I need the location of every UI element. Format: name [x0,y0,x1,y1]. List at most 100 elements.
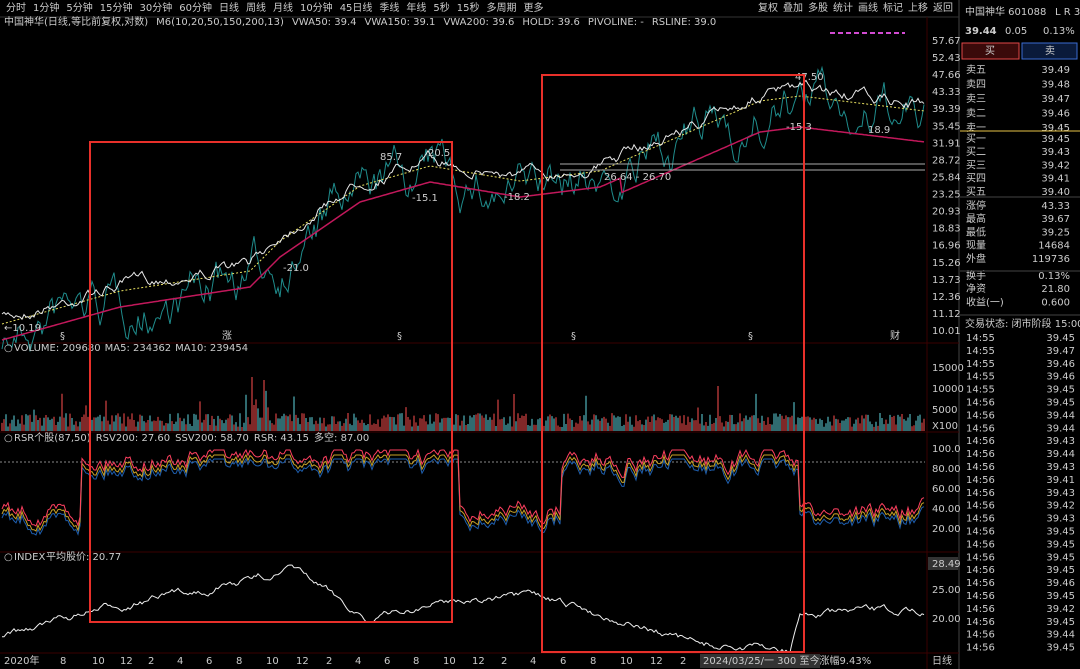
x-axis-label: 4 [177,656,183,667]
buy-label[interactable]: 买 [985,45,995,57]
toolbar-action[interactable]: 画线 [858,1,878,14]
period-tab[interactable]: 周线 [246,1,266,14]
x-axis-label: 10 [443,656,456,667]
trade-time: 14:56 [966,591,995,602]
ask-price: 39.45 [1041,123,1070,134]
price-axis-label: 47.66 [932,70,961,81]
trade-price: 39.45 [1046,539,1075,550]
trade-price: 39.45 [1046,527,1075,538]
toolbar-action[interactable]: 返回 [933,2,953,14]
volume-header: MA5: 234362 [105,343,172,354]
price-line [1,79,925,321]
indicator-value: RSLINE: 39.0 [652,17,716,28]
annotation: -15.3 [786,122,812,133]
highlight-box [541,74,805,653]
period-tab[interactable]: 分时 [6,2,26,14]
ask-price: 39.47 [1041,94,1070,105]
trade-time: 14:55 [966,372,995,383]
toolbar-action[interactable]: 标记 [883,2,903,14]
teal-line [1,65,925,352]
buy-button[interactable] [961,42,1020,60]
trade-price: 39.46 [1046,578,1075,589]
price-axis-label: 43.33 [932,87,961,98]
bid-label: 买二 [966,146,986,158]
trade-time: 14:56 [966,436,995,447]
trade-price: 39.46 [1046,372,1075,383]
trade-price: 39.44 [1046,630,1075,641]
trade-time: 14:56 [966,630,995,641]
x-axis-label: 2 [501,656,507,667]
bid-label: 买五 [966,186,986,198]
rsr-line [1,453,925,532]
event-marker: § [571,331,576,342]
trade-price: 39.45 [1046,385,1075,396]
toolbar-action[interactable]: 上移 [908,1,928,14]
period-tab[interactable]: 30分钟 [139,1,172,14]
ask-label: 卖二 [966,108,986,120]
trade-time: 14:56 [966,617,995,628]
price-axis-label: 18.83 [932,224,961,235]
stat-label: 净资 [966,282,986,295]
period-tab[interactable]: 5分钟 [66,1,92,14]
sell-button[interactable] [1021,42,1078,60]
x-axis-label: 4 [530,656,536,667]
trade-time: 14:56 [966,527,995,538]
trade-time: 14:56 [966,475,995,486]
sell-label[interactable]: 卖 [1045,45,1055,57]
trade-price: 39.45 [1046,591,1075,602]
price-axis-label: 13.73 [932,275,961,286]
stat-label: 最低 [966,225,986,238]
price-axis-label: 31.91 [932,138,961,149]
period-tab[interactable]: 季线 [379,1,399,14]
period-tab[interactable]: 1分钟 [33,1,59,14]
stat-label: 最高 [966,212,986,225]
period-tab[interactable]: 更多 [524,1,544,14]
trade-time: 14:56 [966,552,995,563]
stat-label: 涨停 [966,199,986,212]
ask-label: 卖一 [966,122,986,134]
bid-label: 买四 [966,173,986,185]
stock-name: 中国神华 601088 [965,5,1046,18]
x-axis-label: 6 [560,656,566,667]
bid-label: 买三 [966,159,986,171]
period-tab[interactable]: 月线 [273,1,293,14]
indicator-value: VWA150: 39.1 [365,17,436,28]
x-axis-label: 10 [266,656,279,667]
period-tab[interactable]: 日线 [219,1,239,14]
period-tab[interactable]: 年线 [406,1,426,14]
stat-price: 14684 [1038,241,1070,252]
trade-time: 14:56 [966,488,995,499]
rsr-header: RSV200: 27.60 [96,433,170,444]
rsr-axis-label: 40.00 [932,504,961,515]
period-tab[interactable]: 15秒 [457,1,480,14]
trade-price: 39.44 [1046,410,1075,421]
trade-price: 39.43 [1046,488,1075,499]
period-tab[interactable]: 5秒 [433,1,449,14]
trade-price: 39.42 [1046,501,1075,512]
toolbar-action[interactable]: 复权 [758,1,778,14]
period-tab[interactable]: 多周期 [487,1,517,14]
period-tab[interactable]: 10分钟 [300,1,333,14]
trade-time: 14:56 [966,578,995,589]
stat-price: 21.80 [1041,284,1070,295]
toolbar-action[interactable]: 叠加 [783,2,803,14]
rsr-header: RSR个股(87,50) [14,432,91,444]
highlight-box [89,141,453,623]
period-tab[interactable]: 60分钟 [179,1,212,14]
x-axis-label: 2 [148,656,154,667]
index-header: INDEX [14,552,45,563]
ma-line [1,126,925,341]
indicator-value: PIVOLINE: - [588,17,644,28]
rsr-header: RSR: 43.15 [254,433,309,444]
toolbar-action[interactable]: 多股 [808,1,828,14]
period-tab[interactable]: 15分钟 [100,1,133,14]
annotation: 18.9 [868,125,890,136]
price-axis-label: 39.39 [932,104,961,115]
period-tab[interactable]: 45日线 [340,1,373,14]
indicator-value: VWA200: 39.6 [443,17,514,28]
x-axis-label: 2 [680,656,686,667]
price-axis-label: 20.93 [932,207,961,218]
annotation: 20.5 [428,148,450,159]
stat-price: 0.600 [1041,297,1070,308]
toolbar-action[interactable]: 统计 [833,1,853,14]
